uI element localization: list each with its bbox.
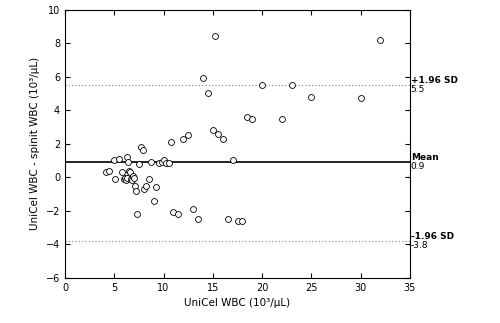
Point [137,144,145,150]
Point [129,173,137,178]
Point [128,177,136,182]
Point [123,175,131,181]
Point [180,136,188,141]
Point [145,176,153,182]
Point [199,76,207,81]
Point [126,170,134,175]
Point [106,168,114,173]
Text: Mean: Mean [410,153,438,162]
Point [214,131,222,136]
Point [224,216,232,222]
Point [110,158,118,163]
Point [147,160,155,165]
Point [123,154,131,160]
Point [170,210,177,215]
X-axis label: UniCel WBC (10³/μL): UniCel WBC (10³/μL) [184,298,290,308]
Text: 0.9: 0.9 [410,162,425,171]
Point [112,176,120,182]
Point [121,175,129,181]
Point [234,218,241,224]
Point [142,183,150,188]
Point [131,183,139,188]
Point [122,177,130,182]
Point [376,37,384,42]
Point [244,114,252,120]
Point [164,161,172,166]
Point [140,186,148,192]
Point [288,82,296,88]
Point [189,206,197,212]
Point [204,91,212,96]
Point [130,175,138,181]
Point [160,158,168,163]
Y-axis label: UniCel WBC - spinit WBC (10³/μL): UniCel WBC - spinit WBC (10³/μL) [30,57,40,230]
Point [211,34,219,39]
Text: 5.5: 5.5 [410,85,425,94]
Point [133,212,141,217]
Text: -3.8: -3.8 [410,241,428,250]
Point [238,218,246,224]
Point [132,188,140,193]
Point [115,156,123,162]
Point [150,198,158,203]
Point [308,94,316,99]
Point [218,136,226,141]
Point [125,168,133,173]
Point [258,82,266,88]
Point [154,161,162,166]
Point [184,133,192,138]
Text: -1.96 SD: -1.96 SD [410,232,454,241]
Point [135,161,143,166]
Point [152,185,160,190]
Point [228,158,236,163]
Point [102,170,110,175]
Point [162,161,170,166]
Point [158,160,166,165]
Point [194,216,202,222]
Point [278,116,286,121]
Point [174,212,182,217]
Point [118,170,126,175]
Text: +1.96 SD: +1.96 SD [410,76,458,85]
Point [209,128,217,133]
Point [168,140,175,145]
Point [356,96,364,101]
Point [120,176,128,182]
Point [248,116,256,121]
Point [127,176,135,182]
Point [139,148,147,153]
Point [124,160,132,165]
